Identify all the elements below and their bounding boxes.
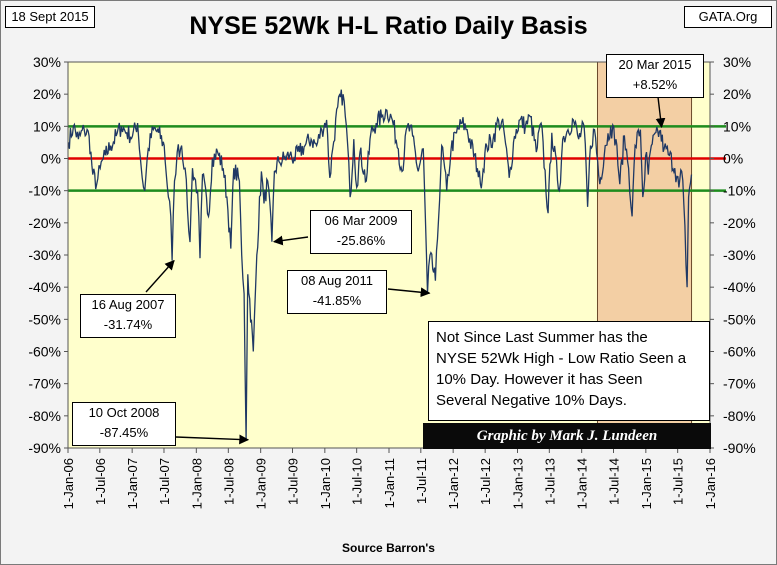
x-tick-label: 1-Jan-09 [254,458,269,509]
y-tick-label-left: -70% [28,376,61,392]
site-label: GATA.Org [684,6,772,28]
commentary-note: Not Since Last Summer has the NYSE 52Wk … [428,321,710,421]
annotation-value: -25.86% [336,233,386,248]
annotation-mar-2015: 20 Mar 2015 +8.52% [606,54,704,98]
y-tick-label-left: -10% [28,183,61,199]
y-tick-label-right: -30% [723,247,756,263]
axes: 30% 30% 20% 20% 10% 10% 0% 0% -10% -10% -20% -20% -3… [28,54,755,509]
note-line: NYSE 52Wk High - Low Ratio Seen a [436,350,687,367]
x-tick-label: 1-Jul-06 [93,458,108,505]
x-tick-label: 1-Jul-13 [542,458,557,505]
y-tick-label-right: -40% [723,279,756,295]
annotation-oct-2008: 10 Oct 2008 -87.45% [72,402,176,446]
y-tick-label-right: -90% [723,440,756,456]
note-line: Several Negative 10% Days. [436,392,627,409]
annotation-value: +8.52% [632,77,678,92]
chart-title: NYSE 52Wk H-L Ratio Daily Basis [189,12,588,40]
annotation-arrows [145,96,666,445]
date-label: 18 Sept 2015 [5,6,95,28]
y-tick-label-right: -70% [723,376,756,392]
x-tick-label: 1-Jan-07 [125,458,140,509]
annotation-aug-2011: 08 Aug 2011 -41.85% [287,270,387,314]
y-tick-label-left: -30% [28,247,61,263]
y-tick-label-right: -80% [723,408,756,424]
x-tick-label: 1-Jan-15 [639,458,654,509]
series-line [67,89,693,440]
note-line: 10% Day. However it has Seen [436,371,643,388]
annotation-date: 10 Oct 2008 [88,405,160,420]
y-tick-label-right: -60% [723,344,756,360]
annotation-date: 20 Mar 2015 [618,57,692,72]
y-tick-label-left: 20% [33,86,61,102]
y-tick-label-left: 10% [33,118,61,134]
y-tick-label-left: -60% [28,344,61,360]
annotation-mar-2009: 06 Mar 2009 -25.86% [310,210,412,254]
y-tick-label-left: 30% [33,54,61,70]
annotation-date: 16 Aug 2007 [91,297,165,312]
annotation-aug-2007: 16 Aug 2007 -31.74% [80,294,176,338]
x-tick-label: 1-Jul-08 [221,458,236,505]
x-tick-label: 1-Jul-14 [606,458,621,505]
x-tick-label: 1-Jan-10 [318,458,333,509]
arrow-mar-2015 [655,96,666,129]
y-tick-label-left: -50% [28,311,61,327]
arrow-oct-2008 [175,434,250,445]
x-tick-label: 1-Jan-14 [575,458,590,509]
x-tick-label: 1-Jan-13 [511,458,526,509]
y-tick-label-left: -40% [28,279,61,295]
arrow-aug-2011 [387,287,431,298]
x-tick-label: 1-Jan-08 [189,458,204,509]
annotation-date: 06 Mar 2009 [324,213,398,228]
y-tick-label-right: -20% [723,215,756,231]
y-tick-label-right: -10% [723,183,756,199]
y-tick-label-right: 10% [723,118,751,134]
x-tick-label: 1-Jul-09 [285,458,300,505]
arrow-aug-2007 [145,259,175,293]
x-tick-label: 1-Jul-11 [414,458,429,504]
x-tick-label: 1-Jul-12 [478,458,493,505]
y-tick-label-left: -20% [28,215,61,231]
annotation-value: -87.45% [99,425,149,440]
author-credit: Graphic by Mark J. Lundeen [423,423,711,449]
annotation-value: -41.85% [312,293,362,308]
x-tick-label: 1-Jan-16 [703,458,718,509]
x-tick-label: 1-Jan-11 [382,458,397,508]
y-tick-label-right: 0% [723,151,743,167]
x-tick-label: 1-Jan-12 [446,458,461,509]
note-line: Not Since Last Summer has the [436,329,648,346]
y-tick-label-left: -80% [28,408,61,424]
x-tick-label: 1-Jul-15 [671,458,686,505]
source-label: Source Barron's [342,541,435,555]
arrow-mar-2009 [272,235,309,246]
x-tick-label: 1-Jul-07 [157,458,172,505]
y-tick-label-left: 0% [41,151,61,167]
x-tick-label: 1-Jan-06 [61,458,76,509]
annotation-date: 08 Aug 2011 [300,273,374,288]
y-tick-label-left: -90% [28,440,61,456]
y-tick-label-right: -50% [723,311,756,327]
annotation-value: -31.74% [103,317,153,332]
y-tick-label-right: 30% [723,54,751,70]
x-tick-label: 1-Jul-10 [350,458,365,505]
y-tick-label-right: 20% [723,86,751,102]
